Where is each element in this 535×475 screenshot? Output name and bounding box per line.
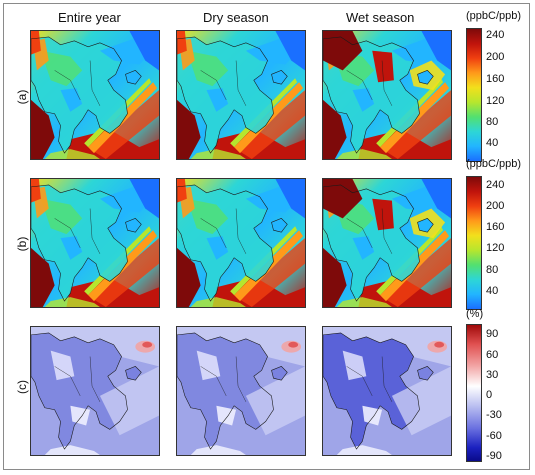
colorbar-c-tick-minus90: -90 xyxy=(486,450,502,462)
map-panel-b-entire-year xyxy=(30,178,160,308)
map-panel-a-entire-year xyxy=(30,30,160,160)
colorbar-c-tick-minus60: -60 xyxy=(486,430,502,442)
colorbar-c-tick-30: 30 xyxy=(486,369,499,381)
colorbar-a-unit: (ppbC/ppb) xyxy=(466,10,522,22)
colorbar-a-tick-200: 200 xyxy=(486,51,505,63)
colorbar-a-tick-120: 120 xyxy=(486,95,505,107)
colorbar-a-tick-240: 240 xyxy=(486,29,505,41)
colorbar-c xyxy=(466,324,482,462)
colorbar-a-tick-160: 160 xyxy=(486,73,505,85)
map-panel-a-dry-season xyxy=(176,30,306,160)
colorbar-b-unit: (ppbC/ppb) xyxy=(466,158,522,170)
row-label-b: (b) xyxy=(15,236,29,252)
colorbar-a-tick-80: 80 xyxy=(486,116,499,128)
colorbar-b-tick-240: 240 xyxy=(486,179,505,191)
colorbar-c-tick-60: 60 xyxy=(486,349,499,361)
colorbar-b-tick-160: 160 xyxy=(486,221,505,233)
figure-frame xyxy=(3,3,530,470)
column-title-wet-season: Wet season xyxy=(346,10,415,25)
map-panel-c-entire-year xyxy=(30,326,160,456)
colorbar-b xyxy=(466,176,482,310)
colorbar-a-tick-40: 40 xyxy=(486,137,499,149)
map-panel-a-wet-season xyxy=(322,30,452,160)
row-label-c: (c) xyxy=(15,380,29,394)
colorbar-b-tick-120: 120 xyxy=(486,242,505,254)
colorbar-c-tick-0: 0 xyxy=(486,389,493,401)
column-title-dry-season: Dry season xyxy=(203,10,269,25)
colorbar-b-tick-200: 200 xyxy=(486,200,505,212)
row-label-a: (a) xyxy=(15,89,29,105)
colorbar-c-tick-90: 90 xyxy=(486,328,499,340)
map-panel-b-dry-season xyxy=(176,178,306,308)
column-title-entire-year: Entire year xyxy=(58,10,121,25)
map-panel-c-dry-season xyxy=(176,326,306,456)
colorbar-c-unit: (%) xyxy=(466,308,484,320)
colorbar-b-tick-40: 40 xyxy=(486,285,499,297)
colorbar-b-tick-80: 80 xyxy=(486,264,499,276)
colorbar-c-tick-minus30: -30 xyxy=(486,409,502,421)
map-panel-b-wet-season xyxy=(322,178,452,308)
map-panel-c-wet-season xyxy=(322,326,452,456)
colorbar-a xyxy=(466,28,482,162)
